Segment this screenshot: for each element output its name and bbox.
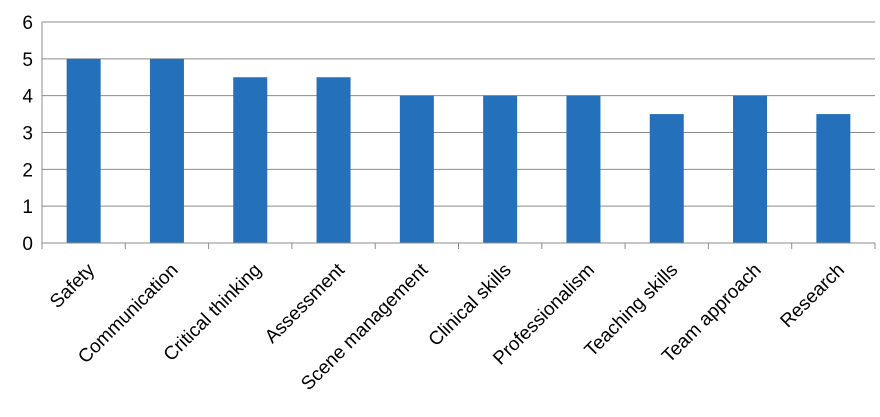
x-tick-label: Research xyxy=(777,260,849,332)
y-tick-label: 5 xyxy=(22,50,33,71)
bar-teaching-skills xyxy=(649,114,684,243)
bar-safety xyxy=(66,58,101,244)
y-tick-label: 1 xyxy=(22,197,33,218)
bar-communication xyxy=(149,58,184,244)
x-tick-label: Assessment xyxy=(261,259,350,348)
bar-team-approach xyxy=(733,95,768,244)
bar-scene-management xyxy=(399,95,434,244)
bar-research xyxy=(816,114,851,243)
y-tick-labels: 0 1 2 3 4 5 6 xyxy=(22,13,33,255)
axes xyxy=(41,22,876,249)
x-tick-label: Safety xyxy=(46,259,99,312)
y-tick-label: 2 xyxy=(22,160,33,181)
bar-critical-thinking xyxy=(233,77,268,243)
y-tick-label: 6 xyxy=(22,13,33,34)
bars xyxy=(66,58,851,244)
y-tick-label: 4 xyxy=(22,87,33,108)
bar-professionalism xyxy=(566,95,601,244)
bar-clinical-skills xyxy=(483,95,518,244)
y-tick-label: 0 xyxy=(22,234,33,255)
y-tick-label: 3 xyxy=(22,124,33,145)
x-tick-label: Clinical skills xyxy=(425,260,516,351)
bar-assessment xyxy=(316,77,351,243)
